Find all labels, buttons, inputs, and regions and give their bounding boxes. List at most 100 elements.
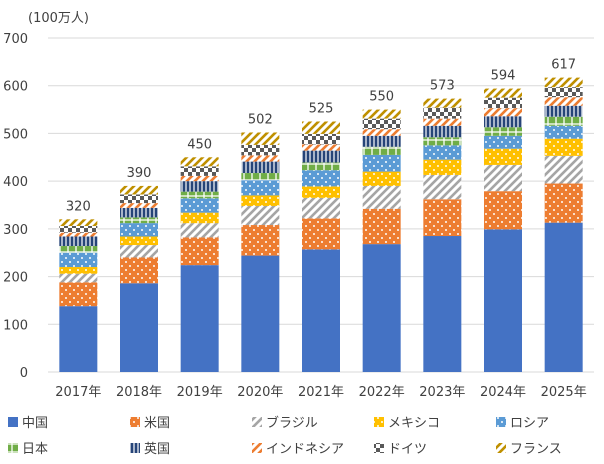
bar-segment-米国 [544,183,583,223]
bar-segment-インドネシア [180,175,219,182]
bars [59,77,583,372]
legend-item-メキシコ: メキシコ [374,416,440,431]
x-tick-label: 2024年 [480,385,526,400]
bar-segment-インドネシア [544,97,583,106]
bar-segment-英国 [241,161,280,174]
bar-segment-中国 [180,265,219,372]
bar-segment-ドイツ [484,97,522,109]
bar-segment-日本 [180,191,219,199]
bar-segment-中国 [423,236,462,372]
bar-2023年 [423,98,462,372]
bar-segment-日本 [484,127,522,136]
y-tick-label: 500 [3,127,28,142]
y-tick-label: 0 [20,366,28,381]
bar-segment-ドイツ [59,225,98,233]
bar-2018年 [120,185,158,372]
legend-swatch [496,417,506,427]
bar-total-label: 550 [369,90,394,105]
bar-total-label: 450 [187,137,212,152]
bar-segment-ドイツ [544,87,583,98]
bar-segment-ブラジル [423,174,462,200]
legend-item-日本: 日本 [8,442,48,457]
bar-segment-米国 [362,208,401,245]
y-tick-label: 600 [3,80,28,95]
y-tick-label: 700 [3,32,28,47]
bar-segment-ブラジル [59,273,98,283]
bar-segment-ブラジル [302,197,340,219]
bar-segment-日本 [423,137,462,146]
bar-segment-ドイツ [423,107,462,119]
bar-totals: 320 390 450 502 525 550 573 594 617 [66,58,576,215]
y-axis-ticks: 0 100 200 300 400 500 600 700 [3,32,28,381]
bar-segment-フランス [120,185,158,195]
bar-segment-英国 [362,135,401,147]
legend-label: 英国 [144,442,170,457]
bar-segment-英国 [302,150,340,163]
bar-segment-日本 [241,173,280,181]
bar-segment-インドネシア [484,108,522,117]
legend-label: メキシコ [388,416,440,431]
bar-segment-インドネシア [302,144,340,151]
bar-2024年 [484,88,522,372]
legend-label: ブラジル [266,415,318,431]
legend-label: ロシア [510,416,549,431]
bar-segment-インドネシア [59,232,98,237]
bar-segment-ドイツ [180,166,219,176]
y-tick-label: 100 [3,318,28,333]
bar-2020年 [241,132,280,372]
legend-item-英国: 英国 [130,442,170,457]
x-tick-label: 2022年 [359,385,405,400]
y-tick-label: 200 [3,271,28,286]
bar-segment-中国 [120,283,158,372]
bar-segment-米国 [302,218,340,250]
bar-segment-日本 [59,246,98,253]
bar-segment-ブラジル [120,245,158,258]
bar-segment-インドネシア [241,155,280,162]
bar-segment-ドイツ [120,194,158,204]
bar-segment-日本 [120,217,158,224]
bar-total-label: 390 [127,166,152,181]
legend-item-ロシア: ロシア [496,416,549,431]
legend-item-フランス: フランス [496,442,562,457]
bar-segment-メキシコ [302,186,340,198]
bar-total-label: 617 [551,58,576,73]
bar-segment-ブラジル [241,205,280,226]
bar-segment-英国 [423,125,462,138]
x-tick-label: 2020年 [237,385,283,400]
bar-segment-英国 [120,207,158,218]
x-tick-label: 2017年 [55,385,101,400]
x-axis-ticks: 2017年 2018年 2019年 2020年 2021年 2022年 2023年 2024年… [55,385,586,400]
bar-segment-英国 [484,116,522,128]
legend-label: フランス [510,442,562,457]
bar-segment-メキシコ [484,148,522,165]
bar-segment-ドイツ [362,118,401,130]
bar-segment-ロシア [544,125,583,139]
bar-segment-米国 [120,257,158,284]
legend-swatch [374,443,384,453]
bar-segment-英国 [59,236,98,247]
bar-segment-米国 [180,237,219,266]
y-tick-label: 300 [3,223,28,238]
legend-item-インドネシア: インドネシア [252,442,344,457]
bar-segment-米国 [241,225,280,256]
bar-2019年 [180,157,219,372]
bar-segment-英国 [180,181,219,192]
bar-2021年 [302,121,340,372]
legend-swatch [252,443,262,453]
bar-segment-ロシア [484,135,522,149]
x-tick-label: 2025年 [541,385,587,400]
bar-total-label: 502 [248,112,273,127]
bar-segment-ブラジル [544,155,583,184]
legend-swatch [374,417,384,427]
bar-2017年 [59,219,98,372]
bar-segment-フランス [544,77,583,88]
bar-segment-ロシア [120,223,158,237]
legend-label: ドイツ [388,442,427,457]
bar-segment-英国 [544,105,583,117]
bar-segment-中国 [241,255,280,372]
x-tick-label: 2019年 [177,385,223,400]
bar-segment-中国 [484,229,522,372]
bar-segment-フランス [484,88,522,98]
legend-swatch [8,443,18,453]
